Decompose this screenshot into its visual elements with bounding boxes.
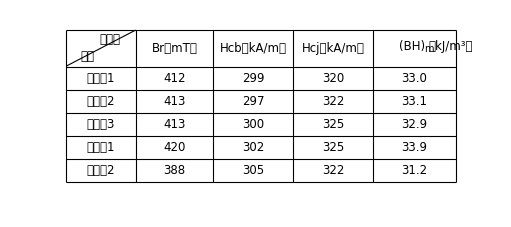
Text: 31.2: 31.2 <box>402 164 428 177</box>
Text: 302: 302 <box>242 141 265 154</box>
Text: 33.9: 33.9 <box>402 141 428 154</box>
Text: 320: 320 <box>322 72 344 85</box>
Text: Br（mT）: Br（mT） <box>152 42 198 54</box>
Text: 388: 388 <box>164 164 186 177</box>
Text: （kJ/m³）: （kJ/m³） <box>429 40 473 53</box>
Text: 对比例2: 对比例2 <box>87 164 115 177</box>
Text: Hcb（kA/m）: Hcb（kA/m） <box>220 42 287 54</box>
Text: 305: 305 <box>242 164 264 177</box>
Text: 413: 413 <box>164 95 186 108</box>
Text: Hcj（kA/m）: Hcj（kA/m） <box>302 42 365 54</box>
Text: 325: 325 <box>322 118 344 131</box>
Text: (BH): (BH) <box>399 40 425 53</box>
Text: 编号: 编号 <box>80 50 94 63</box>
Text: 297: 297 <box>242 95 265 108</box>
Text: 325: 325 <box>322 141 344 154</box>
Text: 322: 322 <box>322 95 344 108</box>
Text: 322: 322 <box>322 164 344 177</box>
Text: 32.9: 32.9 <box>402 118 428 131</box>
Text: 磁性能: 磁性能 <box>99 33 120 46</box>
Text: m: m <box>424 44 433 54</box>
Text: 33.0: 33.0 <box>402 72 428 85</box>
Text: 实施例3: 实施例3 <box>87 118 115 131</box>
Text: 420: 420 <box>164 141 186 154</box>
Text: 33.1: 33.1 <box>402 95 428 108</box>
Text: 300: 300 <box>242 118 264 131</box>
Text: 对比例1: 对比例1 <box>87 141 115 154</box>
Text: 实施例1: 实施例1 <box>87 72 115 85</box>
Text: 412: 412 <box>164 72 186 85</box>
Text: 413: 413 <box>164 118 186 131</box>
Text: 299: 299 <box>242 72 265 85</box>
Text: 实施例2: 实施例2 <box>87 95 115 108</box>
